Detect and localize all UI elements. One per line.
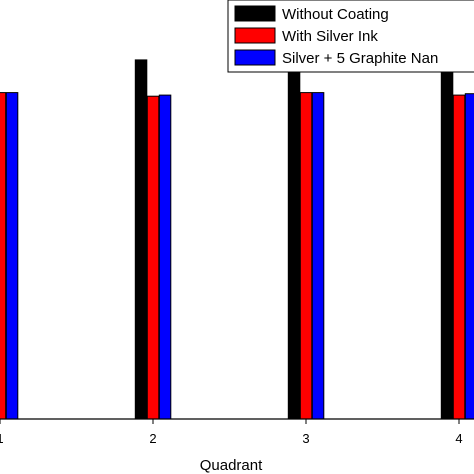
x-tick-label: 1 (0, 431, 4, 446)
x-tick-labels: 1 2 3 4 (0, 419, 463, 446)
bar-series-3-quadrant-4 (464, 93, 474, 420)
legend-label: With Silver Ink (282, 28, 378, 45)
x-axis-title: Quadrant (200, 457, 263, 474)
bars-layer (0, 54, 474, 420)
bar-series-2-quadrant-2 (146, 95, 160, 420)
legend-swatch (234, 49, 276, 66)
bar-series-2-quadrant-1 (0, 92, 7, 420)
legend: Without Coating With Silver Ink Silver + 5… (227, 0, 474, 73)
bar-series-3-quadrant-3 (311, 92, 325, 420)
bar-series-3-quadrant-2 (158, 94, 172, 420)
bar-series-2-quadrant-3 (299, 92, 313, 420)
bar-series-3-quadrant-1 (5, 92, 19, 420)
bar-series-1-quadrant-3 (287, 54, 301, 420)
bar-series-1-quadrant-2 (134, 59, 148, 420)
x-tick-label: 3 (302, 431, 309, 446)
bar-series-2-quadrant-4 (452, 94, 466, 420)
legend-label: Without Coating (282, 6, 389, 23)
legend-swatch (234, 5, 276, 22)
x-tick-label: 4 (455, 431, 462, 446)
bar-series-1-quadrant-4 (440, 56, 454, 420)
legend-label: Silver + 5 Graphite Nan (282, 50, 438, 67)
x-tick-label: 2 (149, 431, 156, 446)
legend-swatch (234, 27, 276, 44)
